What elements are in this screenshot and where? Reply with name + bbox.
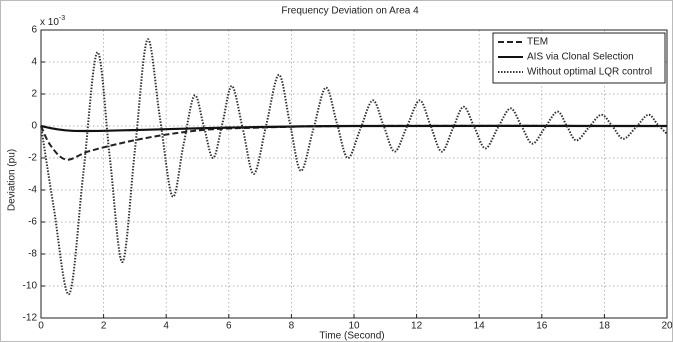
x-tick-label: 2 [101, 321, 107, 332]
x-tick-label: 10 [348, 321, 360, 332]
x-tick-label: 12 [411, 321, 423, 332]
y-multiplier: x 10-3 [40, 15, 65, 28]
legend-label: TEM [527, 37, 548, 48]
y-tick-label: -2 [28, 153, 37, 164]
y-tick-label: -12 [23, 313, 38, 324]
y-tick-label: -8 [28, 249, 37, 260]
x-tick-label: 6 [226, 321, 232, 332]
y-tick-label: 2 [31, 89, 37, 100]
legend-label: AIS via Clonal Selection [527, 52, 634, 63]
x-tick-label: 16 [536, 321, 548, 332]
y-multiplier-base: x 10 [40, 17, 59, 28]
y-tick-label: -6 [28, 217, 37, 228]
y-multiplier-exponent: -3 [59, 15, 65, 22]
y-axis-label: Deviation (pu) [7, 149, 18, 211]
y-tick-label: 6 [31, 25, 37, 36]
x-tick-label: 4 [163, 321, 169, 332]
y-tick-label: 0 [31, 121, 37, 132]
series-line [40, 124, 668, 133]
y-tick-label: -10 [23, 281, 38, 292]
legend-label: Without optimal LQR control [527, 67, 652, 78]
x-tick-label: 20 [661, 321, 673, 332]
chart-title: Frequency Deviation on Area 4 [281, 6, 419, 17]
legend: TEM AIS via Clonal Selection Without optim… [492, 32, 666, 84]
x-tick-label: 18 [599, 321, 611, 332]
x-axis-label: Time (Second) [319, 331, 384, 342]
x-tick-label: 14 [474, 321, 486, 332]
series-line [40, 38, 668, 296]
x-tick-label: 8 [289, 321, 295, 332]
x-tick-label: 0 [38, 321, 44, 332]
y-tick-label: -4 [28, 185, 37, 196]
plot-border [40, 29, 668, 319]
y-tick-label: 4 [31, 57, 37, 68]
